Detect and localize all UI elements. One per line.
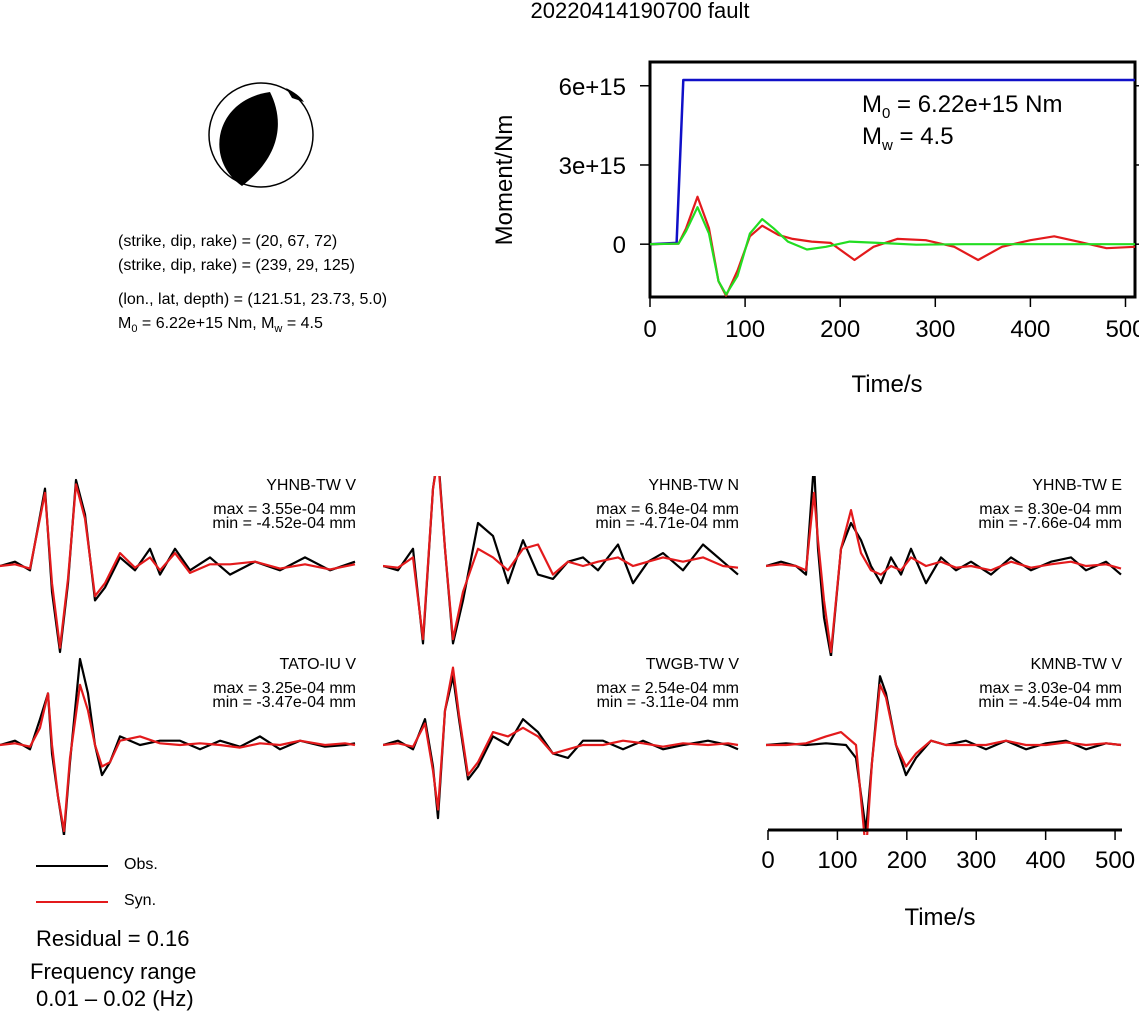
waveform-panel: TWGB-TW V max = 2.54e-04 mm min = -3.11e-0… [383, 655, 743, 835]
observed-trace [383, 476, 739, 645]
trace-min-label: min = -4.71e-04 mm [595, 515, 739, 532]
station-name: YHNB-TW N [648, 477, 739, 494]
waveform-plot [766, 476, 1122, 656]
annot-mw-rest: = 4.5 [893, 123, 954, 150]
waveform-axis-tick-label: 300 [956, 847, 996, 874]
moment-x-tick-label: 100 [725, 316, 765, 343]
trace-min-label: min = -4.54e-04 mm [978, 694, 1122, 711]
moment-series-group [649, 78, 1136, 297]
frequency-range-title: Frequency range [30, 959, 197, 984]
observed-trace [0, 478, 356, 654]
trace-min-label: min = -4.52e-04 mm [212, 515, 356, 532]
trace-max-label: max = 3.25e-04 mm [213, 680, 356, 697]
station-name: KMNB-TW V [1030, 656, 1122, 673]
moment-chart: 0 100 200 300 400 500 0 3e+15 6e+15 Moment/Nm Ti… [491, 60, 1139, 398]
moment-plot-frame [648, 60, 1137, 299]
trace-max-label: max = 6.84e-04 mm [596, 501, 739, 518]
waveform-plot [766, 675, 1122, 835]
waveform-axis-tick-label: 100 [817, 847, 857, 874]
mw-subscript: w [274, 323, 283, 336]
waveform-panel: YHNB-TW V max = 3.55e-04 mm min = -4.52e-0… [0, 476, 360, 656]
waveform-panel: YHNB-TW N max = 6.84e-04 mm min = -4.71e-0… [383, 476, 743, 656]
waveform-axis-tick-label: 400 [1026, 847, 1066, 874]
synthetic-trace [0, 483, 356, 649]
moment-annotation-mw: Mw = 4.5 [862, 123, 954, 154]
moment-y-tick-label: 6e+15 [559, 74, 626, 101]
waveform-axis-ticks: 0 100 200 300 400 500 [761, 828, 1135, 874]
mw-value: = 4.5 [282, 315, 323, 332]
waveform-axis-tick-label: 200 [887, 847, 927, 874]
trace-min-label: min = -7.66e-04 mm [978, 515, 1122, 532]
waveform-panel: TATO-IU V max = 3.25e-04 mm min = -3.47e-0… [0, 655, 360, 835]
waveform-axis-tick-label: 500 [1095, 847, 1135, 874]
trace-max-label: max = 8.30e-04 mm [979, 501, 1122, 518]
station-name: TATO-IU V [279, 656, 356, 673]
m0-subscript: 0 [131, 323, 138, 336]
moment-y-tick-label: 3e+15 [559, 153, 626, 180]
moment-x-tick-label: 0 [643, 316, 656, 343]
waveform-plot [0, 478, 356, 654]
location-text: (lon., lat, depth) = (121.51, 23.73, 5.0… [118, 291, 388, 308]
moment-x-tick-label: 200 [820, 316, 860, 343]
waveform-panel: KMNB-TW V max = 3.03e-04 mm min = -4.54e-0… [766, 655, 1126, 835]
trace-min-label: min = -3.47e-04 mm [212, 694, 356, 711]
moment-xlabel: Time/s [851, 371, 922, 398]
waveform-plot [383, 476, 739, 645]
waveform-plot [0, 657, 356, 835]
synthetic-trace [383, 666, 739, 811]
plane1-text: (strike, dip, rake) = (20, 67, 72) [118, 233, 338, 250]
trace-max-label: max = 3.55e-04 mm [213, 501, 356, 518]
station-name: TWGB-TW V [645, 656, 739, 673]
legend-syn-label: Syn. [124, 892, 157, 909]
legend-obs-label: Obs. [124, 856, 158, 873]
waveform-axis-tick-label: 0 [761, 847, 774, 874]
synthetic-trace [0, 683, 356, 833]
waveform-plot [383, 666, 739, 820]
waveform-time-axis: 0 100 200 300 400 500 Time/s [761, 828, 1135, 931]
annot-m0-sym: M [862, 91, 882, 118]
moment-rate-red-line [649, 195, 1136, 297]
moment-ylabel: Moment/Nm [491, 115, 518, 246]
synthetic-trace [766, 683, 1122, 835]
moment-y-tick-label: 0 [613, 232, 626, 259]
observed-trace [766, 675, 1122, 833]
moment-axes-group: 0 100 200 300 400 500 0 3e+15 6e+15 [559, 74, 1139, 343]
moment-rate-green-line [649, 206, 1135, 296]
page-title: 20220414190700 fault [530, 0, 750, 23]
synthetic-trace [766, 491, 1122, 654]
frequency-range-value: 0.01 – 0.02 (Hz) [36, 986, 194, 1011]
observed-trace [766, 476, 1122, 656]
annot-mw-sub: w [881, 137, 893, 154]
annot-mw-sym: M [862, 123, 882, 150]
m0-symbol: M [118, 315, 132, 332]
waveform-panel: YHNB-TW E max = 8.30e-04 mm min = -7.66e-0… [766, 476, 1126, 656]
legend-lines [36, 865, 108, 903]
synthetic-trace [383, 476, 739, 641]
trace-max-label: max = 2.54e-04 mm [596, 680, 739, 697]
annot-m0-rest: = 6.22e+15 Nm [890, 91, 1062, 118]
moment-annotation-m0: M0 = 6.22e+15 Nm [862, 91, 1062, 122]
plane2-text: (strike, dip, rake) = (239, 29, 125) [118, 257, 355, 274]
residual-text: Residual = 0.16 [36, 926, 190, 951]
moment-text: M0 = 6.22e+15 Nm, Mw = 4.5 [118, 314, 323, 339]
m0-value: = 6.22e+15 Nm, M [137, 315, 275, 332]
moment-x-tick-label: 400 [1010, 316, 1050, 343]
station-name: YHNB-TW E [1032, 477, 1122, 494]
moment-x-tick-label: 500 [1105, 316, 1139, 343]
trace-max-label: max = 3.03e-04 mm [979, 680, 1122, 697]
moment-x-tick-label: 300 [915, 316, 955, 343]
waveform-xlabel: Time/s [904, 904, 975, 931]
trace-min-label: min = -3.11e-04 mm [596, 694, 739, 711]
beachball-icon [208, 82, 314, 188]
annot-m0-sub: 0 [882, 105, 890, 122]
station-name: YHNB-TW V [266, 477, 356, 494]
